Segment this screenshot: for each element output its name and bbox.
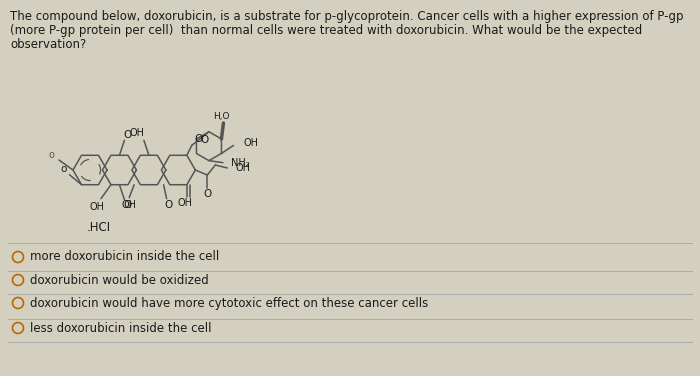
Text: observation?: observation? (10, 38, 86, 51)
Text: The compound below, doxorubicin, is a substrate for p-glycoprotein. Cancer cells: The compound below, doxorubicin, is a su… (10, 10, 683, 23)
Text: doxorubicin would be oxidized: doxorubicin would be oxidized (30, 273, 209, 287)
Text: more doxorubicin inside the cell: more doxorubicin inside the cell (30, 250, 219, 264)
Text: O: O (200, 135, 209, 146)
Text: OH: OH (122, 200, 136, 210)
Text: OH: OH (130, 128, 144, 138)
Text: O: O (123, 130, 132, 140)
Text: OH: OH (177, 198, 192, 208)
Text: O: O (203, 189, 211, 199)
Text: OH: OH (244, 138, 258, 149)
Text: (more P-gp protein per cell)  than normal cells were treated with doxorubicin. W: (more P-gp protein per cell) than normal… (10, 24, 643, 37)
Text: less doxorubicin inside the cell: less doxorubicin inside the cell (30, 321, 211, 335)
Text: O: O (164, 200, 173, 210)
Text: o: o (60, 164, 66, 174)
Text: H,O: H,O (214, 112, 230, 121)
Text: OH: OH (235, 163, 251, 173)
Text: NH₂: NH₂ (231, 158, 250, 168)
Text: o: o (48, 150, 54, 160)
Text: doxorubicin would have more cytotoxic effect on these cancer cells: doxorubicin would have more cytotoxic ef… (30, 297, 428, 309)
Text: O: O (123, 200, 132, 210)
Text: O: O (195, 134, 203, 144)
Text: OH: OH (90, 202, 104, 212)
Text: .HCI: .HCI (86, 221, 111, 234)
